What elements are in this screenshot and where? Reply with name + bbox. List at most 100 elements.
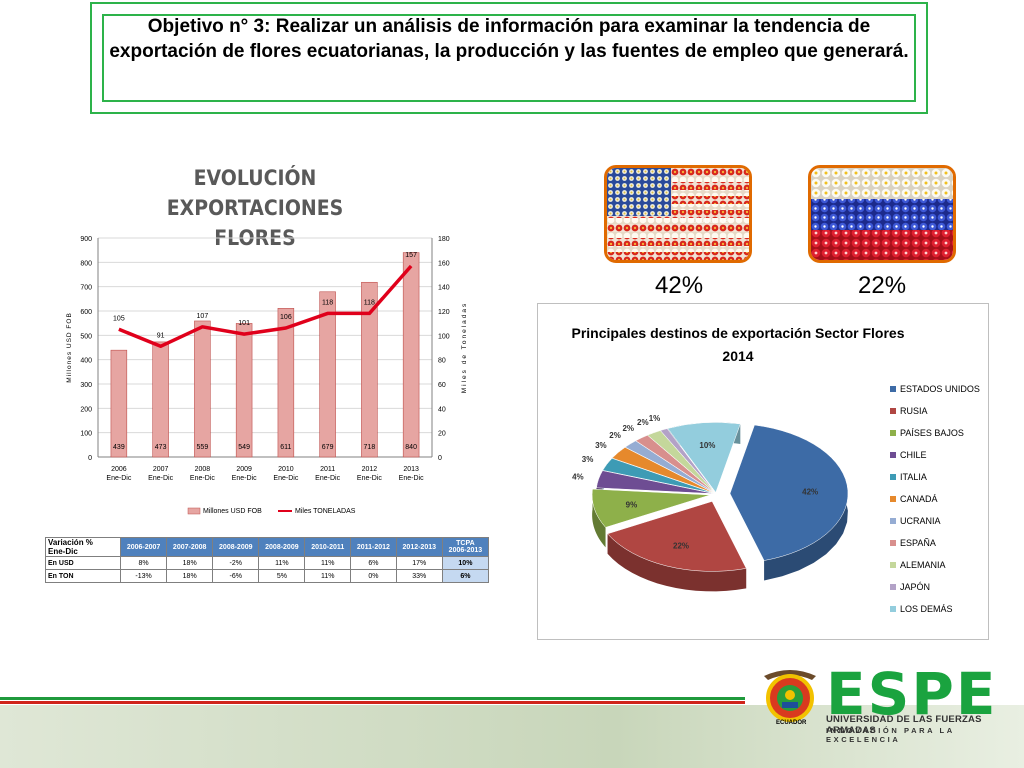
period-header: 2008-2009 <box>212 537 260 557</box>
espe-seal-logo <box>760 662 820 724</box>
left-tick-label: 800 <box>80 260 92 267</box>
pie-slice <box>729 424 849 561</box>
line-value-label: 157 <box>405 252 417 259</box>
left-tick-label: 700 <box>80 285 92 292</box>
x-tick-sublabel: Ene-Dic <box>106 475 131 482</box>
university-motto: INNOVACIÓN PARA LA EXCELENCIA <box>826 726 955 744</box>
pie-value-label: 2% <box>609 431 621 440</box>
pie-slice <box>611 447 715 494</box>
objective-box: Objetivo n° 3: Realizar un análisis de i… <box>90 2 928 114</box>
bar-value-label: 679 <box>322 444 334 451</box>
table-cell: 11% <box>304 556 352 570</box>
pie-legend-swatch <box>890 386 896 392</box>
row-label: En USD <box>45 556 121 570</box>
footer-band <box>0 705 1024 768</box>
pie-legend-label: CHILE <box>900 450 927 460</box>
table-cell: -6% <box>212 569 260 583</box>
right-tick-label: 0 <box>438 455 442 462</box>
bar-usd <box>110 349 128 458</box>
x-tick-label: 2011 <box>320 466 335 473</box>
line-value-label: 101 <box>238 320 250 327</box>
x-tick-label: 2012 <box>362 466 378 473</box>
table-cell: 17% <box>395 556 443 570</box>
table-cell: 5% <box>258 569 306 583</box>
espe-wordmark: ESPE <box>826 660 998 728</box>
table-cell: -2% <box>212 556 260 570</box>
pie-legend-label: RUSIA <box>900 406 928 416</box>
pie-legend-swatch <box>890 496 896 502</box>
pie-value-label: 2% <box>637 418 649 427</box>
pie-value-label: 4% <box>572 472 584 481</box>
table-cell: -13% <box>119 569 168 583</box>
pie-legend-swatch <box>890 408 896 414</box>
right-axis-title: Miles de Toneladas <box>461 302 468 394</box>
x-tick-label: 2007 <box>153 466 169 473</box>
period-header: 2008-2009 <box>258 537 306 557</box>
period-header: 2006-2007 <box>119 537 168 557</box>
x-tick-sublabel: Ene-Dic <box>315 475 340 482</box>
line-value-label: 106 <box>280 314 292 321</box>
bar-value-label: 559 <box>197 444 209 451</box>
bar-usd <box>152 341 169 458</box>
left-tick-label: 300 <box>80 382 92 389</box>
variation-table: Variación % Ene-Dic 2006-2007 2007-2008 … <box>45 537 490 583</box>
right-tick-label: 160 <box>438 260 450 267</box>
pie-value-label: 9% <box>626 500 638 509</box>
pie-value-label: 2% <box>622 424 634 433</box>
pie-legend-label: ESPAÑA <box>900 538 936 548</box>
pie-title-line2: 2014 <box>722 348 753 364</box>
left-tick-label: 900 <box>80 236 92 243</box>
pie-slice <box>667 422 741 493</box>
exports-chart-title-line1: EVOLUCIÓN EXPORTACIONES <box>166 166 344 220</box>
line-value-label: 118 <box>322 299 333 306</box>
x-tick-sublabel: Ene-Dic <box>399 475 424 482</box>
period-header: 2011-2012 <box>350 537 397 557</box>
pie-value-label: 10% <box>699 441 715 450</box>
row-label: En TON <box>45 569 121 583</box>
x-tick-label: 2009 <box>236 466 252 473</box>
pie-legend-label: CANADÁ <box>900 494 938 504</box>
pie-legend-swatch <box>890 606 896 612</box>
line-value-label: 118 <box>364 299 375 306</box>
variation-table-header-row: Variación % Ene-Dic 2006-2007 2007-2008 … <box>45 537 490 557</box>
university-name: UNIVERSIDAD DE LAS FUERZAS ARMADAS <box>826 714 982 736</box>
legend-swatch-bar <box>187 507 201 515</box>
bar-value-label: 840 <box>405 444 417 451</box>
objective-text: Objetivo n° 3: Realizar un análisis de i… <box>109 16 909 62</box>
pie-value-label: 3% <box>582 455 594 464</box>
pie-value-label: 1% <box>649 414 661 423</box>
pie-legend-swatch <box>890 452 896 458</box>
legend-label-line: Miles TONELADAS <box>295 508 356 515</box>
pie-value-label: 42% <box>802 488 818 497</box>
pie-legend-swatch <box>890 584 896 590</box>
right-tick-label: 120 <box>438 309 450 316</box>
line-value-label: 107 <box>197 313 209 320</box>
pie-legend-label: JAPÓN <box>900 582 930 592</box>
right-tick-label: 140 <box>438 285 450 292</box>
exports-combo-chart: 0 100 200 300 400 500 600 700 800 900 0 20 40 60 80 100… <box>66 236 468 515</box>
x-tick-label: 2006 <box>111 466 127 473</box>
photobucket-watermark: Photobucket <box>681 215 732 225</box>
line-value-label: 91 <box>157 332 165 339</box>
pie-slice-side <box>607 533 747 592</box>
pie-legend-swatch <box>890 540 896 546</box>
bar-value-label: 549 <box>238 444 250 451</box>
pie-title-line1: Principales destinos de exportación Sect… <box>572 325 905 341</box>
pie-slice <box>660 428 716 493</box>
variation-row-usd: En USD 8% 18% -2% 11% 11% 6% 17% 10% <box>45 556 490 570</box>
russia-percentage: 22% <box>858 272 907 299</box>
pie-legend-label: PAÍSES BAJOS <box>900 428 964 438</box>
left-tick-label: 600 <box>80 309 92 316</box>
pie-legend-label: UCRANIA <box>900 516 941 526</box>
bar-value-label: 473 <box>155 444 167 451</box>
pie-legend-swatch <box>890 562 896 568</box>
bar-usd <box>235 323 253 458</box>
right-tick-label: 100 <box>438 333 450 340</box>
x-tick-label: 2013 <box>403 466 419 473</box>
espe-seal-icon <box>764 670 816 722</box>
bar-value-label: 611 <box>280 444 291 451</box>
usa-flower-flag: Photobucket <box>604 165 752 263</box>
right-tick-label: 60 <box>438 382 446 389</box>
pie-legend-label: LOS DEMÁS <box>900 604 953 614</box>
tcpa-cell: 10% <box>441 556 490 570</box>
